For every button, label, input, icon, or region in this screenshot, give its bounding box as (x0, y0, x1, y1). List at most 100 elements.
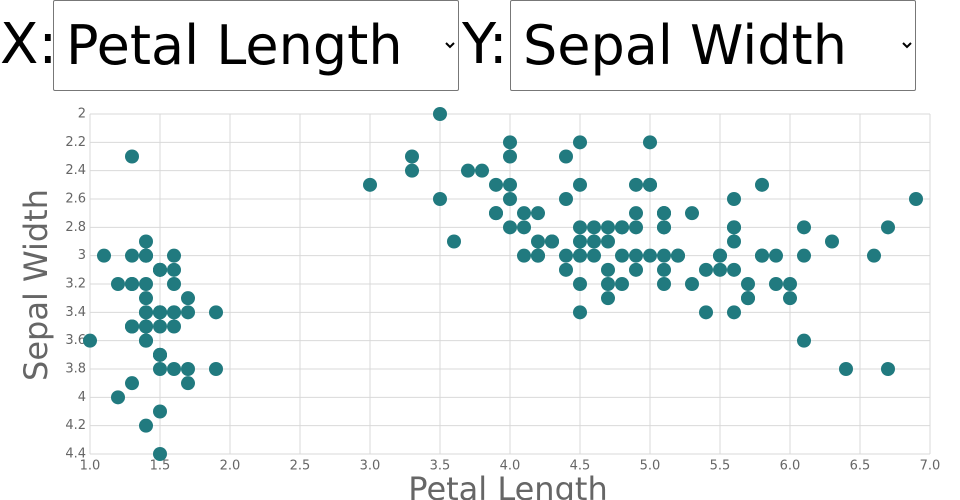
point (629, 248, 643, 263)
point (867, 248, 881, 263)
point (587, 248, 601, 263)
point (111, 390, 125, 405)
point (615, 277, 629, 291)
point (83, 333, 97, 348)
point (671, 248, 685, 263)
point (167, 262, 181, 277)
point (727, 220, 741, 235)
point (209, 305, 223, 320)
point (503, 220, 517, 235)
point (153, 447, 167, 461)
point (181, 376, 195, 391)
point (601, 262, 615, 277)
point (405, 163, 419, 178)
y-tick-label: 2 (78, 107, 86, 122)
point (699, 305, 713, 320)
point (111, 277, 125, 291)
point (433, 192, 447, 206)
point (559, 262, 573, 277)
x-select[interactable]: Petal Length (53, 0, 459, 91)
point (573, 135, 587, 150)
point (181, 362, 195, 376)
point (517, 206, 531, 221)
x-axis-title: Petal Length (408, 470, 607, 500)
point (559, 192, 573, 206)
point (713, 248, 727, 263)
point (125, 248, 139, 263)
point (741, 291, 755, 306)
point (559, 149, 573, 164)
point (167, 362, 181, 376)
point (657, 262, 671, 277)
x-tick-label: 3.0 (360, 459, 381, 474)
point (153, 305, 167, 320)
x-tick-label: 2.0 (220, 459, 241, 474)
point (755, 177, 769, 192)
point (615, 248, 629, 263)
point (573, 177, 587, 192)
x-tick-label: 5.0 (640, 459, 661, 474)
point (727, 192, 741, 206)
point (601, 234, 615, 249)
x-tick-label: 3.5 (430, 459, 451, 474)
y-select[interactable]: Sepal Width (510, 0, 916, 91)
point (153, 347, 167, 362)
y-tick-label: 2.6 (65, 192, 86, 207)
point (797, 220, 811, 235)
point (475, 163, 489, 178)
x-tick-label: 1.5 (150, 459, 171, 474)
point (139, 277, 153, 291)
point (629, 262, 643, 277)
point (559, 248, 573, 263)
y-tick-label: 4.2 (65, 418, 86, 433)
x-tick-label: 5.5 (710, 459, 731, 474)
point (783, 277, 797, 291)
point (797, 248, 811, 263)
point (797, 333, 811, 348)
point (139, 248, 153, 263)
point (657, 248, 671, 263)
point (629, 177, 643, 192)
y-axis-title: Sepal Width (17, 189, 55, 381)
point (573, 305, 587, 320)
point (699, 262, 713, 277)
point (531, 248, 545, 263)
point (881, 220, 895, 235)
x-prefix: X: (0, 12, 58, 77)
point (209, 362, 223, 376)
y-tick-label: 4.4 (65, 447, 86, 462)
point (139, 291, 153, 306)
y-tick-label: 3.2 (65, 277, 86, 292)
point (405, 149, 419, 164)
point (363, 177, 377, 192)
point (629, 206, 643, 221)
y-tick-label: 3 (78, 248, 86, 263)
point (643, 135, 657, 150)
point (433, 107, 447, 121)
y-tick-label: 2.4 (65, 163, 86, 178)
point (657, 277, 671, 291)
point (125, 277, 139, 291)
point (153, 404, 167, 419)
point (685, 206, 699, 221)
point (531, 234, 545, 249)
point (153, 262, 167, 277)
point (153, 319, 167, 334)
point (573, 248, 587, 263)
point (769, 277, 783, 291)
point (461, 163, 475, 178)
point (517, 220, 531, 235)
point (783, 291, 797, 306)
point (139, 234, 153, 249)
point (125, 319, 139, 334)
point (601, 277, 615, 291)
point (573, 234, 587, 249)
point (755, 248, 769, 263)
x-tick-label: 2.5 (290, 459, 311, 474)
point (125, 376, 139, 391)
point (643, 248, 657, 263)
point (125, 149, 139, 164)
point (503, 149, 517, 164)
